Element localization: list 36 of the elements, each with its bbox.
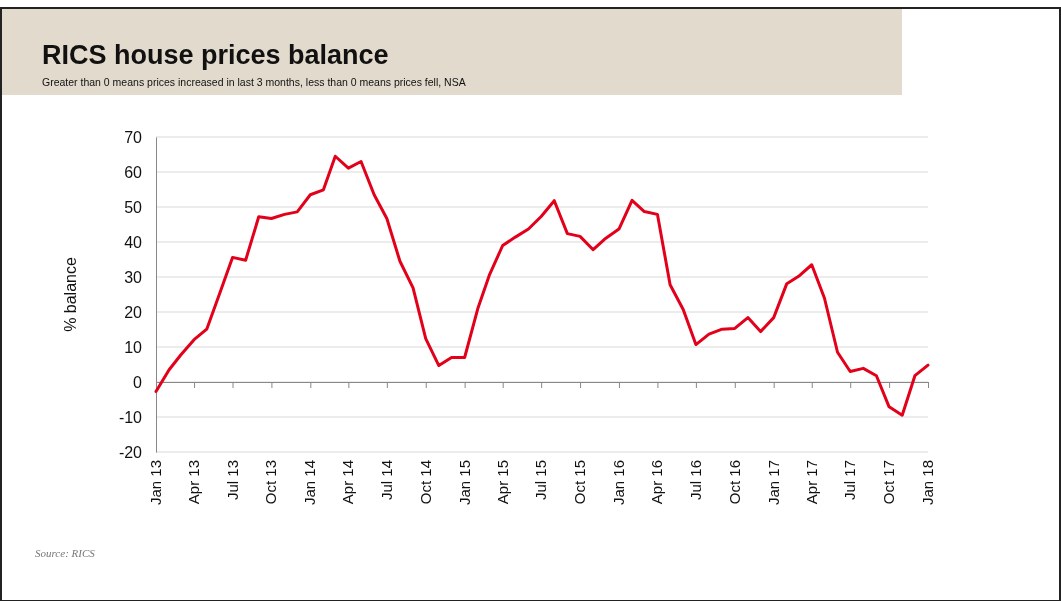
x-tick-label: Jul 16 xyxy=(686,460,704,501)
y-tick-label: 20 xyxy=(124,303,143,321)
y-tick-label: -20 xyxy=(118,443,143,461)
x-tick-label: Oct 14 xyxy=(416,460,434,505)
x-tick-label: Jan 14 xyxy=(301,460,319,506)
x-tick-label: Jan 16 xyxy=(609,460,627,506)
chart-title: RICS house prices balance xyxy=(42,40,389,70)
x-tick-label: Oct 17 xyxy=(880,460,898,505)
x-tick-label: Apr 15 xyxy=(493,460,511,505)
x-tick-label: Jan 15 xyxy=(455,460,473,506)
source-note: Source: RICS xyxy=(35,547,96,559)
x-tick-label: Jul 15 xyxy=(532,460,550,501)
y-tick-label: 0 xyxy=(133,373,143,391)
y-tick-label: 10 xyxy=(124,338,143,356)
x-tick-label: Jan 13 xyxy=(147,460,164,506)
x-tick-label: Oct 13 xyxy=(262,460,280,505)
x-tick-label: Jan 18 xyxy=(919,460,936,506)
y-tick-label: -10 xyxy=(118,408,143,426)
x-tick-label: Oct 15 xyxy=(571,460,589,505)
y-axis-title: % balance xyxy=(62,257,79,332)
x-tick-label: Apr 17 xyxy=(802,460,820,505)
x-tick-label: Apr 13 xyxy=(185,460,203,505)
x-tick-label: Jan 17 xyxy=(764,460,782,506)
y-tick-label: 70 xyxy=(124,128,143,146)
y-tick-label: 40 xyxy=(124,233,143,251)
y-tick-label: 50 xyxy=(124,198,143,216)
x-tick-label: Oct 16 xyxy=(725,460,743,505)
x-tick-label: Jul 14 xyxy=(377,460,395,501)
y-tick-label: 60 xyxy=(124,163,143,181)
chart-subtitle: Greater than 0 means prices increased in last 3 months, less than 0 means prices fell, NSA xyxy=(42,76,466,88)
y-tick-label: 30 xyxy=(124,268,143,286)
x-tick-label: Apr 16 xyxy=(648,460,666,505)
x-tick-label: Jul 17 xyxy=(841,460,859,501)
x-tick-label: Jul 13 xyxy=(223,460,241,501)
x-tick-label: Apr 14 xyxy=(339,460,357,505)
line-series xyxy=(154,154,930,417)
